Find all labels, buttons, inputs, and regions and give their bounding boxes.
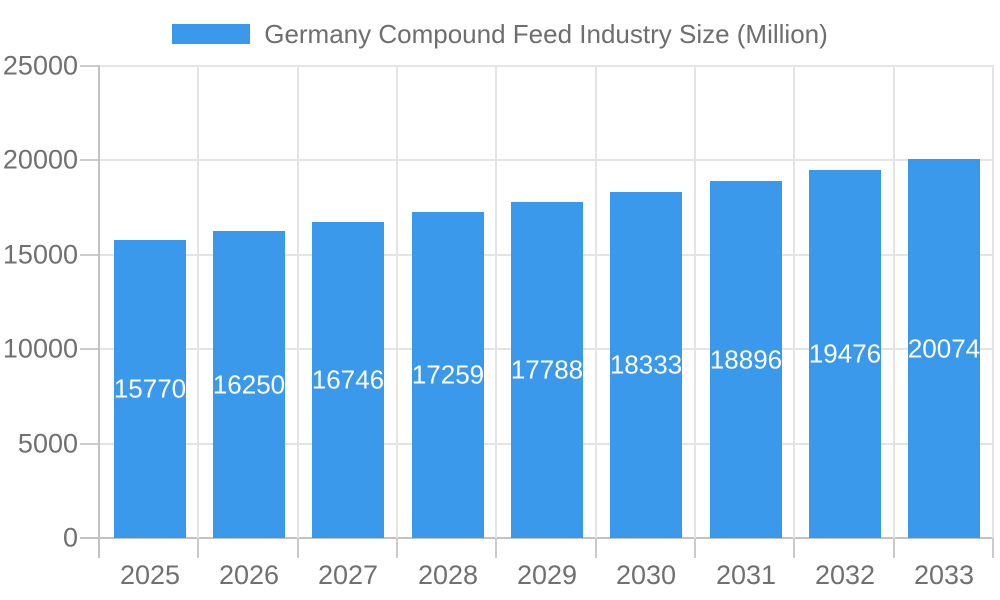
gridline-vertical bbox=[595, 66, 597, 538]
bar-value-label: 16250 bbox=[212, 369, 286, 400]
bar-value-label: 20074 bbox=[907, 333, 981, 364]
bar-2027[interactable] bbox=[312, 222, 384, 538]
bar-value-label: 16746 bbox=[311, 364, 385, 395]
x-axis-line bbox=[80, 537, 994, 539]
gridline-vertical bbox=[197, 66, 199, 538]
gridline-vertical bbox=[396, 66, 398, 538]
x-axis-tick-label: 2032 bbox=[814, 560, 876, 590]
gridline-vertical bbox=[495, 66, 497, 538]
y-axis-tick-label: 10000 bbox=[2, 333, 78, 364]
bar-2028[interactable] bbox=[412, 212, 484, 538]
bar-2030[interactable] bbox=[610, 192, 682, 538]
y-axis-tick bbox=[80, 348, 100, 350]
x-axis-tick bbox=[197, 538, 199, 558]
x-axis-tick bbox=[793, 538, 795, 558]
bar-value-label: 18333 bbox=[609, 349, 683, 380]
y-axis-tick-label: 5000 bbox=[17, 428, 78, 459]
y-axis-tick-label: 0 bbox=[62, 522, 78, 553]
gridline-vertical bbox=[893, 66, 895, 538]
gridline-horizontal bbox=[100, 159, 994, 161]
gridline-vertical bbox=[992, 66, 994, 538]
y-axis-tick-label: 25000 bbox=[2, 50, 78, 81]
x-axis-tick-label: 2030 bbox=[615, 560, 677, 590]
x-axis-tick-label: 2027 bbox=[317, 560, 379, 590]
y-axis-tick-label: 20000 bbox=[2, 144, 78, 175]
bar-value-label: 15770 bbox=[113, 373, 187, 404]
x-axis-tick bbox=[893, 538, 895, 558]
x-axis-tick bbox=[495, 538, 497, 558]
gridline-vertical bbox=[297, 66, 299, 538]
chart-legend[interactable]: Germany Compound Feed Industry Size (Mil… bbox=[0, 19, 1000, 49]
gridline-vertical bbox=[793, 66, 795, 538]
x-axis-tick-label: 2026 bbox=[218, 560, 280, 590]
y-axis-tick-label: 15000 bbox=[2, 239, 78, 270]
gridline-horizontal bbox=[100, 65, 994, 67]
x-axis-tick-label: 2025 bbox=[119, 560, 181, 590]
legend-label: Germany Compound Feed Industry Size (Mil… bbox=[264, 19, 828, 49]
bar-value-label: 17259 bbox=[411, 359, 485, 390]
x-axis-tick bbox=[694, 538, 696, 558]
bar-2032[interactable] bbox=[809, 170, 881, 538]
y-axis-tick bbox=[80, 254, 100, 256]
x-axis-tick-label: 2031 bbox=[715, 560, 777, 590]
bar-2031[interactable] bbox=[710, 181, 782, 538]
gridline-vertical bbox=[694, 66, 696, 538]
x-axis-tick bbox=[297, 538, 299, 558]
x-axis-tick bbox=[396, 538, 398, 558]
bar-2026[interactable] bbox=[213, 231, 285, 538]
bar-value-label: 17788 bbox=[510, 354, 584, 385]
y-axis-tick bbox=[80, 159, 100, 161]
legend-swatch bbox=[172, 24, 251, 44]
y-axis-tick bbox=[80, 443, 100, 445]
x-axis-tick bbox=[595, 538, 597, 558]
x-axis-tick-label: 2033 bbox=[913, 560, 975, 590]
bar-value-label: 19476 bbox=[808, 338, 882, 369]
x-axis-tick bbox=[992, 538, 994, 558]
x-axis-tick-label: 2028 bbox=[417, 560, 479, 590]
bar-value-label: 18896 bbox=[709, 344, 783, 375]
x-axis-tick-label: 2029 bbox=[516, 560, 578, 590]
bar-2025[interactable] bbox=[114, 240, 186, 538]
bar-2033[interactable] bbox=[908, 159, 980, 538]
y-axis-tick bbox=[80, 65, 100, 67]
bar-2029[interactable] bbox=[511, 202, 583, 538]
y-axis-line bbox=[98, 66, 100, 558]
